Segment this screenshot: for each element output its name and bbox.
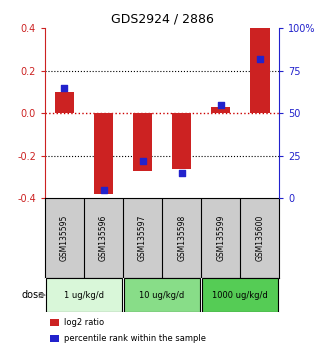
Bar	[50, 319, 59, 326]
Bar	[133, 113, 152, 171]
Point	[140, 158, 145, 164]
Point	[62, 85, 67, 91]
Text: 1 ug/kg/d: 1 ug/kg/d	[64, 291, 104, 299]
Point	[101, 187, 106, 193]
Text: GSM135600: GSM135600	[255, 215, 264, 261]
Bar	[211, 107, 230, 113]
Bar	[55, 92, 74, 113]
Text: GSM135595: GSM135595	[60, 215, 69, 261]
Point	[179, 170, 184, 176]
Text: log2 ratio: log2 ratio	[64, 318, 104, 327]
Text: GSM135596: GSM135596	[99, 215, 108, 261]
Text: dose: dose	[21, 290, 44, 300]
Text: GSM135599: GSM135599	[216, 215, 225, 261]
Text: 1000 ug/kg/d: 1000 ug/kg/d	[212, 291, 268, 299]
Text: percentile rank within the sample: percentile rank within the sample	[64, 334, 206, 343]
Point	[218, 102, 223, 108]
Bar	[124, 278, 200, 312]
Title: GDS2924 / 2886: GDS2924 / 2886	[111, 13, 213, 26]
Point	[257, 56, 262, 62]
Bar	[50, 335, 59, 342]
Bar	[250, 28, 270, 113]
Text: 10 ug/kg/d: 10 ug/kg/d	[140, 291, 185, 299]
Bar	[46, 278, 122, 312]
Bar	[172, 113, 191, 169]
Text: GSM135598: GSM135598	[177, 215, 186, 261]
Bar	[202, 278, 279, 312]
Text: GSM135597: GSM135597	[138, 215, 147, 261]
Bar	[94, 113, 113, 194]
